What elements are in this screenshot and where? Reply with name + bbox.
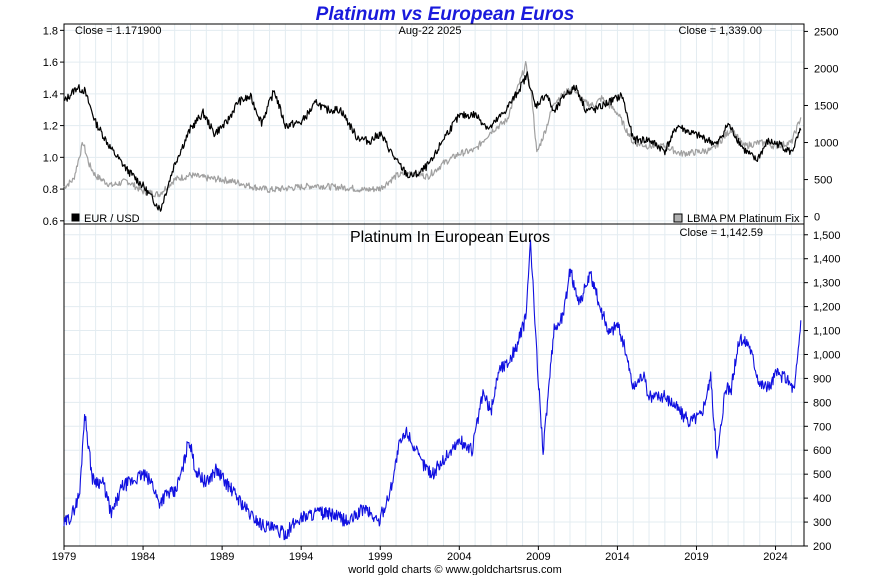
top-panel: 0.6 0.8 1.0 1.2 1.4 1.6 1.8 0 500 1000 1500 2000 25… <box>43 23 838 228</box>
legend-eur-swatch <box>71 213 80 222</box>
bottom-right-tick-label: 900 <box>813 373 831 385</box>
x-tick-label: 1989 <box>210 551 234 563</box>
bottom-panel-frame <box>63 223 805 547</box>
top-series-group <box>63 61 802 212</box>
top-grid <box>63 24 804 224</box>
platinum-usd-line <box>63 61 802 198</box>
bottom-right-tick-label: 600 <box>813 445 831 457</box>
top-right-tick-label: 2000 <box>814 63 838 75</box>
eur-close-label: Close = 1.171900 <box>75 25 162 37</box>
bottom-panel: 200 300 400 500 600 700 800 900 1,000 1,100 1,200 1… <box>52 223 841 563</box>
bottom-right-tick-label: 1,000 <box>813 349 841 361</box>
x-tick-label: 1984 <box>131 551 155 563</box>
x-tick-label: 1979 <box>52 551 76 563</box>
x-tick-label: 2009 <box>526 551 550 563</box>
bottom-grid <box>63 224 804 547</box>
bottom-right-tick-label: 1,400 <box>813 254 841 266</box>
x-tick-label: 2014 <box>605 551 629 563</box>
bottom-right-tick-label: 700 <box>813 421 831 433</box>
top-left-tick-label: 0.8 <box>43 184 58 196</box>
x-tick-label: 1999 <box>368 551 392 563</box>
top-left-axis: 0.6 0.8 1.0 1.2 1.4 1.6 1.8 <box>43 25 64 228</box>
top-left-tick-label: 1.4 <box>43 89 58 101</box>
top-right-tick-label: 0 <box>814 212 820 224</box>
bottom-right-tick-label: 800 <box>813 397 831 409</box>
top-right-tick-label: 1000 <box>814 138 838 150</box>
bottom-right-tick-label: 500 <box>813 469 831 481</box>
bottom-right-tick-label: 1,100 <box>813 326 841 338</box>
bottom-right-axis: 200 300 400 500 600 700 800 900 1,000 1,100 1,200 1… <box>804 230 841 553</box>
top-right-tick-label: 500 <box>814 175 832 187</box>
legend-platinum-label: LBMA PM Platinum Fix <box>687 213 800 225</box>
x-tick-label: 2004 <box>447 551 471 563</box>
top-left-tick-label: 1.0 <box>43 152 58 164</box>
top-left-tick-label: 1.8 <box>43 25 58 37</box>
legend-platinum-swatch <box>673 213 683 223</box>
platinum-eur-line <box>63 239 802 541</box>
bottom-right-tick-label: 300 <box>813 517 831 529</box>
bottom-right-tick-label: 1,300 <box>813 278 841 290</box>
top-left-tick-label: 1.2 <box>43 121 58 133</box>
bottom-panel-title: Platinum In European Euros <box>350 229 550 246</box>
legend-eur-label: EUR / USD <box>84 213 140 225</box>
top-right-tick-label: 1500 <box>814 100 838 112</box>
top-left-tick-label: 1.6 <box>43 57 58 69</box>
bottom-right-tick-label: 1,200 <box>813 302 841 314</box>
eur-usd-line <box>63 71 802 212</box>
top-right-tick-label: 2500 <box>814 26 838 38</box>
bottom-right-tick-label: 200 <box>813 541 831 553</box>
x-tick-label: 2024 <box>763 551 787 563</box>
chart-title: Platinum vs European Euros <box>316 4 575 25</box>
footer-credit: world gold charts © www.goldchartsrus.co… <box>347 564 562 575</box>
date-label: Aug-22 2025 <box>399 25 462 37</box>
top-right-axis: 0 500 1000 1500 2000 2500 <box>804 26 838 224</box>
bottom-right-tick-label: 1,500 <box>813 230 841 242</box>
bottom-right-tick-label: 400 <box>813 493 831 505</box>
euro-platinum-close-label: Close = 1,142.59 <box>680 227 763 239</box>
bottom-series-group <box>63 239 802 541</box>
x-axis: 1979 1984 1989 1994 1999 2004 2009 2014 2019 2024 <box>52 546 788 563</box>
platinum-close-label: Close = 1,339.00 <box>679 25 762 37</box>
x-tick-label: 1994 <box>289 551 313 563</box>
top-left-tick-label: 0.6 <box>43 216 58 228</box>
x-tick-label: 2019 <box>684 551 708 563</box>
